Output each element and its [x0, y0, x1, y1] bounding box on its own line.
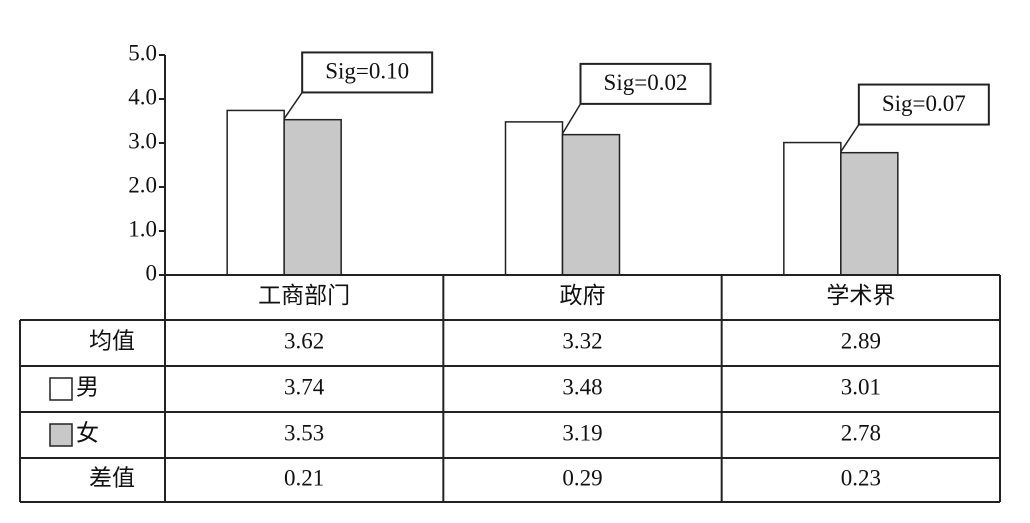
y-tick-label: 4.0 — [128, 84, 157, 109]
bar — [226, 109, 285, 276]
table-value: 0.23 — [841, 465, 881, 490]
row-label: 差值 — [89, 465, 135, 490]
annotation-leader — [283, 92, 303, 120]
table-value: 3.53 — [284, 420, 324, 445]
annotation: Sig=0.10 — [325, 59, 409, 84]
x-tick-label: 学术界 — [826, 283, 895, 308]
bar — [504, 121, 564, 276]
legend-swatch — [49, 377, 73, 401]
table-value: 2.78 — [841, 420, 881, 445]
annotation: Sig=0.07 — [882, 91, 966, 116]
y-tick-label: 3.0 — [128, 128, 157, 153]
y-tick-label: 5.0 — [128, 40, 157, 65]
bar — [283, 118, 342, 276]
legend-label: 女 — [76, 420, 99, 445]
x-tick-label: 工商部门 — [258, 283, 350, 308]
legend-label: 男 — [76, 374, 99, 399]
annotation-leader — [840, 124, 860, 153]
annotation-box — [301, 51, 434, 94]
table-value: 3.74 — [284, 374, 325, 399]
y-tick-label: 2.0 — [128, 172, 157, 197]
table-value: 0.21 — [284, 465, 324, 490]
annotation-leader — [561, 103, 582, 135]
bar — [840, 151, 899, 276]
legend-swatch — [49, 423, 73, 447]
annotation-box — [579, 62, 712, 105]
y-tick-label: 1.0 — [128, 216, 157, 241]
table-value: 3.32 — [562, 328, 602, 353]
table-value: 3.48 — [562, 374, 602, 399]
table-value: 3.62 — [284, 328, 324, 353]
table-value: 3.19 — [562, 420, 602, 445]
y-tick-label: 0 — [146, 260, 158, 285]
bar — [561, 133, 621, 276]
table-value: 0.29 — [562, 465, 602, 490]
table-value: 2.89 — [841, 328, 881, 353]
annotation-box — [857, 83, 990, 126]
row-label: 均值 — [89, 328, 135, 353]
table-value: 3.01 — [841, 374, 881, 399]
bar — [783, 141, 842, 276]
x-tick-label: 政府 — [560, 283, 606, 308]
annotation: Sig=0.02 — [604, 70, 688, 95]
